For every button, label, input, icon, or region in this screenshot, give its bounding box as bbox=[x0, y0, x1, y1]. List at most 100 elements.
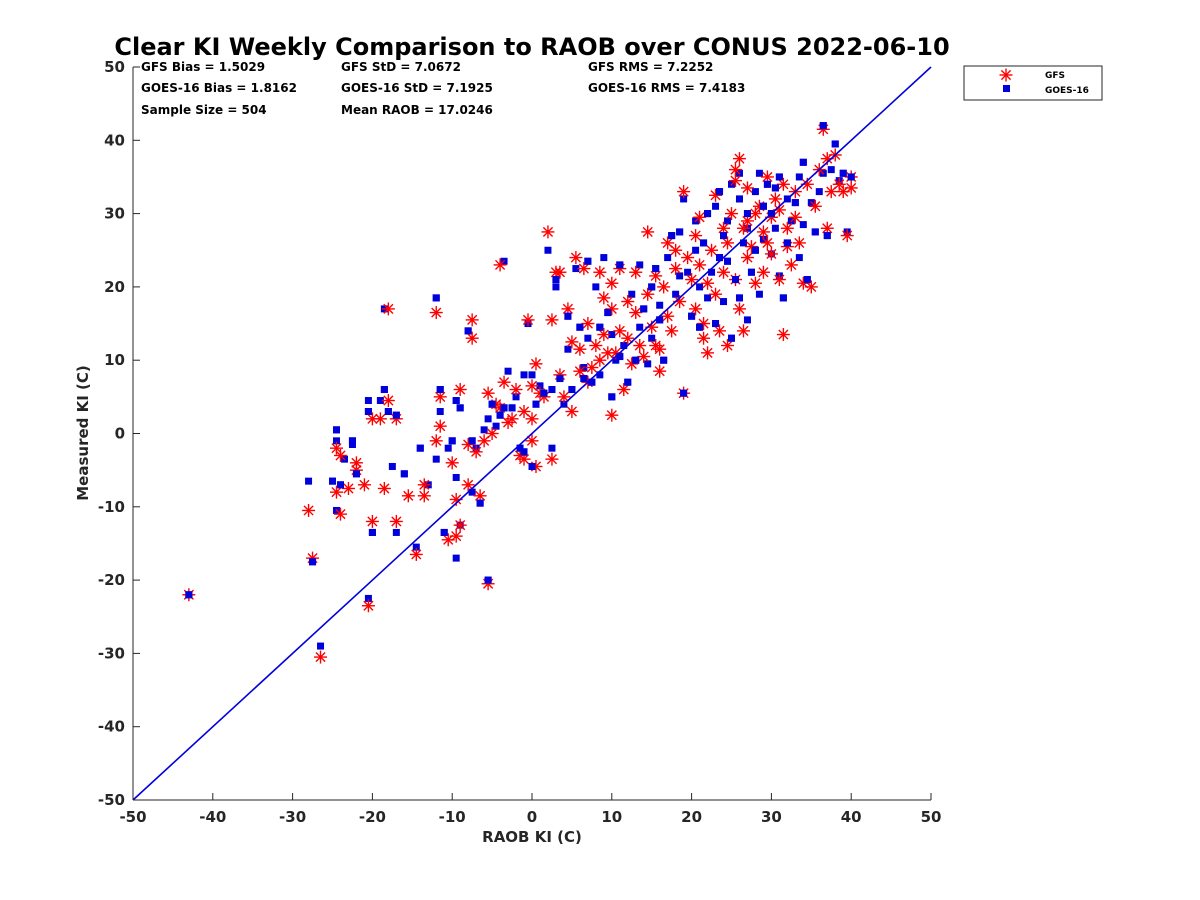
goes16-point bbox=[775, 173, 783, 181]
gfs-point bbox=[377, 481, 391, 495]
gfs-point bbox=[756, 265, 770, 279]
gfs-point bbox=[329, 485, 343, 499]
goes16-point bbox=[676, 272, 684, 280]
goes16-point bbox=[432, 294, 440, 302]
gfs-point bbox=[748, 276, 762, 290]
goes16-point bbox=[743, 210, 751, 218]
gfs-point bbox=[728, 163, 742, 177]
goes16-point bbox=[332, 437, 340, 445]
goes16-point bbox=[452, 473, 460, 481]
goes16-point bbox=[500, 404, 508, 412]
goes16-point bbox=[636, 323, 644, 331]
goes16-point bbox=[720, 298, 728, 306]
stat-sample-size: Sample Size = 504 bbox=[141, 103, 267, 117]
goes16-point bbox=[364, 397, 372, 405]
gfs-point bbox=[597, 291, 611, 305]
goes16-point bbox=[735, 294, 743, 302]
x-tick-label: -50 bbox=[119, 808, 146, 826]
gfs-point bbox=[721, 236, 735, 250]
gfs-point bbox=[449, 529, 463, 543]
goes16-point bbox=[755, 290, 763, 298]
gfs-point bbox=[677, 185, 691, 199]
gfs-point bbox=[589, 339, 603, 353]
gfs-point bbox=[832, 177, 846, 191]
gfs-point bbox=[728, 174, 742, 188]
gfs-point bbox=[701, 346, 715, 360]
gfs-point bbox=[573, 364, 587, 378]
gfs-point bbox=[844, 181, 858, 195]
goes16-point bbox=[317, 642, 325, 650]
goes16-point bbox=[624, 378, 632, 386]
goes16-point bbox=[779, 294, 787, 302]
gfs-point bbox=[521, 313, 535, 327]
goes16-point bbox=[185, 591, 193, 599]
goes16-point bbox=[520, 371, 528, 379]
gfs-point bbox=[725, 207, 738, 221]
gfs-point bbox=[469, 445, 483, 459]
goes16-point bbox=[612, 356, 620, 364]
goes16-point bbox=[488, 400, 496, 408]
x-tick-label: -30 bbox=[279, 808, 306, 826]
y-tick-label: -40 bbox=[98, 718, 125, 736]
legend-gfs-marker bbox=[999, 68, 1013, 82]
goes16-point bbox=[668, 232, 676, 240]
gfs-point bbox=[732, 152, 746, 166]
gfs-point bbox=[736, 324, 750, 338]
gfs-point bbox=[776, 328, 790, 342]
goes16-point bbox=[700, 239, 708, 247]
goes16-point bbox=[528, 371, 536, 379]
gfs-point bbox=[569, 251, 583, 265]
goes16-point bbox=[839, 169, 847, 177]
gfs-point bbox=[445, 456, 459, 470]
goes16-point bbox=[656, 301, 664, 309]
goes16-point bbox=[728, 334, 735, 342]
gfs-point bbox=[314, 650, 328, 664]
goes16-point bbox=[751, 246, 759, 254]
goes16-point bbox=[636, 261, 644, 269]
gfs-point bbox=[417, 478, 431, 492]
gfs-point bbox=[784, 258, 798, 272]
gfs-point bbox=[629, 265, 643, 279]
legend-gfs-asterisk bbox=[999, 68, 1013, 82]
goes16-point bbox=[368, 528, 376, 536]
goes16-point bbox=[743, 316, 751, 324]
one-to-one-line bbox=[132, 66, 932, 801]
gfs-point bbox=[689, 302, 703, 316]
x-tick-label: 0 bbox=[527, 808, 537, 826]
goes16-point bbox=[660, 356, 668, 364]
y-tick-label: -50 bbox=[98, 791, 125, 809]
goes16-point bbox=[584, 257, 592, 265]
goes16-point bbox=[676, 228, 684, 236]
goes16-point bbox=[815, 188, 823, 196]
gfs-point bbox=[732, 302, 746, 316]
gfs-point bbox=[597, 328, 611, 342]
goes16-point bbox=[739, 239, 747, 247]
goes16-point bbox=[592, 283, 600, 291]
goes16-point bbox=[716, 188, 724, 196]
goes16-point bbox=[795, 254, 803, 262]
gfs-point bbox=[776, 177, 790, 191]
goes16-point bbox=[376, 397, 384, 405]
goes16-point bbox=[464, 327, 472, 335]
goes16-point bbox=[568, 386, 576, 394]
goes16-point bbox=[692, 246, 700, 254]
gfs-point bbox=[621, 295, 635, 309]
gfs-point bbox=[381, 302, 395, 316]
goes16-point bbox=[480, 426, 488, 434]
gfs-point bbox=[341, 481, 355, 495]
gfs-point bbox=[740, 181, 754, 195]
goes16-point bbox=[508, 404, 516, 412]
stat-gfs-std: GFS StD = 7.0672 bbox=[341, 60, 461, 74]
gfs-point bbox=[525, 434, 539, 448]
goes16-point bbox=[688, 312, 696, 320]
gfs-point bbox=[653, 342, 667, 356]
x-tick-label: -10 bbox=[439, 808, 466, 826]
goes16-point bbox=[548, 386, 556, 394]
gfs-point bbox=[744, 240, 758, 254]
goes16-point bbox=[656, 316, 664, 324]
y-tick-label: 0 bbox=[115, 425, 125, 443]
goes16-point bbox=[731, 276, 739, 284]
goes16-point bbox=[724, 217, 732, 225]
gfs-point bbox=[429, 434, 443, 448]
goes16-point bbox=[448, 437, 456, 445]
